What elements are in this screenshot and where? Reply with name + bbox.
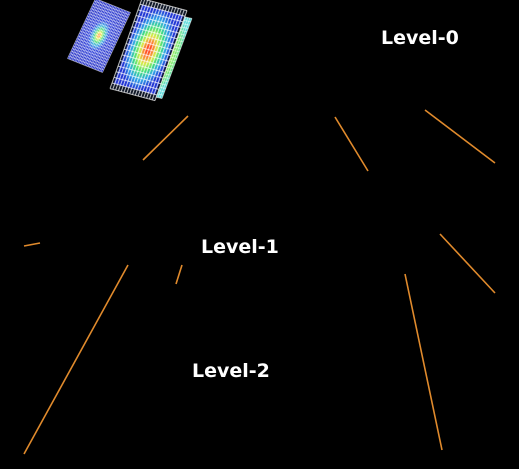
grid-line <box>118 66 163 78</box>
level-1-grid <box>110 0 187 101</box>
grid-line <box>141 7 173 97</box>
grid-line <box>147 8 179 98</box>
grid-line <box>72 49 107 63</box>
grid-line <box>144 8 176 98</box>
grid-line <box>69 56 104 70</box>
grid-line <box>101 12 129 72</box>
grid-line <box>120 60 165 72</box>
grid-line <box>126 44 171 56</box>
grid-line <box>162 19 192 99</box>
grid-line <box>100 11 128 71</box>
connector-line <box>23 264 129 455</box>
grid-line <box>71 51 106 65</box>
grid-line <box>122 55 167 67</box>
grid-line <box>70 54 105 68</box>
grid-line <box>149 9 181 99</box>
grid-line <box>68 59 103 73</box>
grid-line <box>152 10 184 100</box>
level-1-label: Level-1 <box>201 236 279 258</box>
connector-line <box>424 109 496 164</box>
grid-line <box>138 6 170 96</box>
grid-line <box>112 83 157 95</box>
connector-line <box>439 233 496 294</box>
connector-line <box>142 115 189 161</box>
connector-line <box>404 273 443 451</box>
grid-line <box>114 77 159 89</box>
level-1-plane <box>110 0 187 101</box>
level-0-label: Level-0 <box>381 27 459 49</box>
grid-line <box>158 18 188 98</box>
level-0-plane <box>68 0 131 73</box>
grid-line <box>160 18 190 98</box>
grid-line <box>135 5 167 95</box>
connector-line <box>334 116 369 172</box>
grid-line <box>103 13 131 73</box>
grid-line <box>98 11 126 71</box>
level-0-grid <box>68 0 131 73</box>
grid-line <box>124 49 169 61</box>
grid-line <box>110 89 155 101</box>
level-2-label: Level-2 <box>192 360 270 382</box>
grid-line <box>116 72 161 84</box>
connector-line <box>175 264 183 285</box>
connector-line <box>23 242 41 247</box>
level-connectors <box>23 109 496 455</box>
grid-line <box>155 11 187 101</box>
